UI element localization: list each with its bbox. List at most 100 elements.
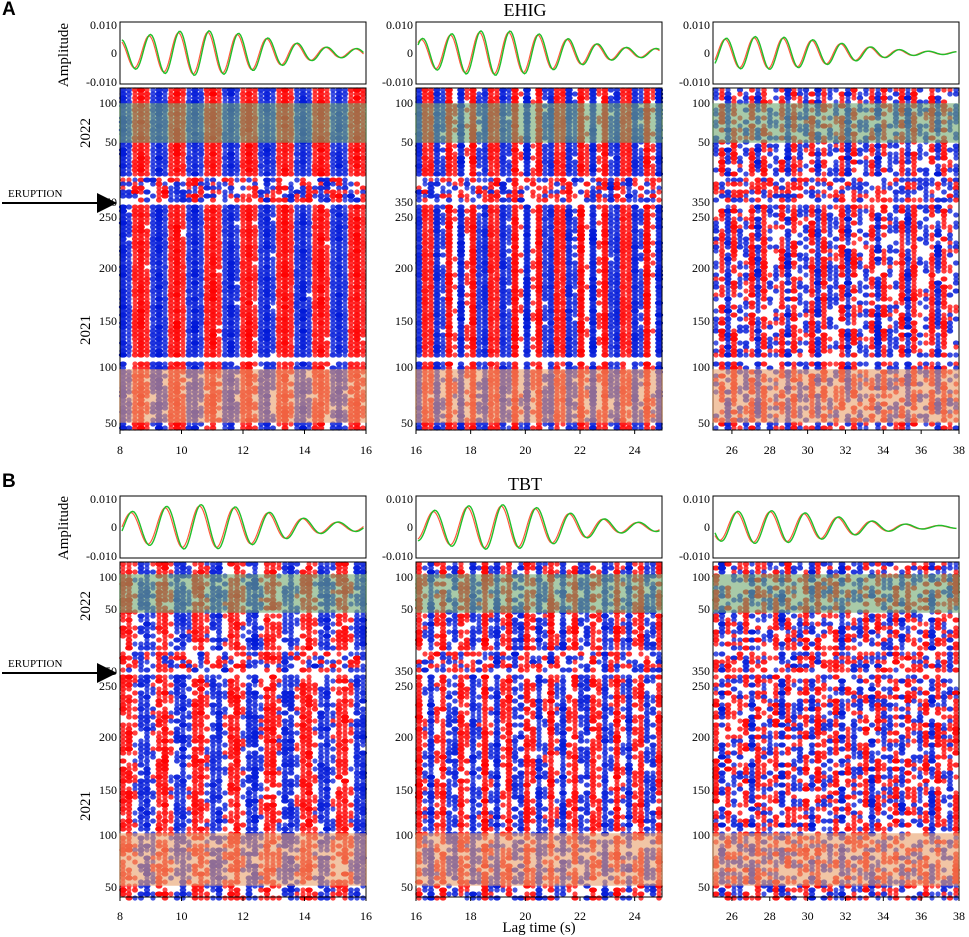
- trace-wiggle: [233, 143, 241, 149]
- trace-wiggle: [263, 189, 271, 195]
- trace-wiggle: [288, 181, 294, 187]
- trace-wiggle: [270, 171, 276, 177]
- trace-wiggle: [191, 163, 199, 169]
- trace-wiggle: [210, 181, 216, 187]
- trace-wiggle: [316, 147, 326, 153]
- trace-wiggle: [234, 155, 240, 161]
- trace-wiggle: [335, 216, 343, 222]
- trace-wiggle: [161, 87, 169, 93]
- trace-wiggle: [299, 208, 307, 214]
- trace-wiggle: [227, 143, 235, 149]
- trace-wiggle: [150, 91, 156, 97]
- trace-wiggle: [353, 91, 361, 97]
- trace-wiggle: [311, 163, 319, 169]
- trace-wiggle: [342, 193, 348, 199]
- trace-wiggle: [306, 216, 312, 222]
- day-tick-label: 200: [99, 261, 117, 275]
- trace-wiggle: [572, 193, 578, 199]
- trace-wiggle: [613, 185, 621, 191]
- trace-wiggle: [216, 91, 222, 97]
- trace-wiggle: [240, 95, 246, 101]
- trace-wiggle: [287, 193, 295, 199]
- trace-wiggle: [329, 193, 337, 199]
- trace-wiggle: [132, 177, 138, 183]
- trace-wiggle: [506, 280, 512, 286]
- trace-wiggle: [136, 87, 146, 93]
- trace-wiggle: [330, 87, 336, 93]
- trace-wiggle: [281, 87, 289, 93]
- trace-wiggle: [228, 181, 234, 187]
- trace-wiggle: [317, 159, 325, 165]
- amplitude-tick-label: 0.010: [386, 18, 413, 32]
- trace-wiggle: [251, 171, 259, 177]
- trace-wiggle: [335, 181, 343, 187]
- trace-wiggle: [191, 167, 199, 173]
- trace-wiggle: [341, 171, 349, 177]
- trace-wiggle: [216, 204, 222, 210]
- trace-wiggle: [317, 212, 325, 218]
- trace-wiggle: [132, 143, 138, 149]
- trace-wiggle: [252, 151, 258, 157]
- trace-wiggle: [126, 177, 132, 183]
- trace-wiggle: [427, 193, 435, 199]
- trace-wiggle: [494, 171, 500, 177]
- trace-wiggle: [186, 171, 192, 177]
- trace-wiggle: [162, 167, 168, 173]
- trace-wiggle: [221, 177, 229, 183]
- trace-wiggle: [276, 204, 282, 210]
- trace-wiggle: [306, 171, 312, 177]
- trace-wiggle: [275, 185, 283, 191]
- trace-wiggle: [233, 193, 241, 199]
- trace-wiggle: [565, 197, 573, 203]
- trace-wiggle: [150, 155, 156, 161]
- trace-wiggle: [150, 151, 156, 157]
- trace-wiggle: [329, 189, 337, 195]
- trace-wiggle: [299, 87, 307, 93]
- trace-wiggle: [185, 352, 193, 358]
- trace-wiggle: [518, 204, 524, 210]
- trace-wiggle: [234, 208, 240, 214]
- trace-wiggle: [288, 189, 294, 195]
- trace-wiggle: [245, 216, 253, 222]
- trace-wiggle: [342, 163, 348, 169]
- trace-wiggle: [162, 163, 168, 169]
- trace-wiggle: [258, 171, 264, 177]
- trace-wiggle: [352, 216, 362, 222]
- trace-wiggle: [643, 171, 651, 177]
- trace-wiggle: [288, 185, 294, 191]
- trace-wiggle: [168, 193, 174, 199]
- trace-wiggle: [191, 181, 199, 187]
- trace-wiggle: [198, 216, 204, 222]
- trace-wiggle: [263, 220, 271, 226]
- trace-wiggle: [168, 185, 174, 191]
- trace-wiggle: [136, 167, 146, 173]
- trace-wiggle: [180, 224, 186, 230]
- trace-wiggle: [204, 95, 210, 101]
- trace-wiggle: [191, 352, 199, 358]
- trace-wiggle: [186, 163, 192, 169]
- trace-wiggle: [203, 208, 211, 214]
- trace-wiggle: [252, 216, 258, 222]
- trace-wiggle: [476, 177, 482, 183]
- trace-wiggle: [173, 95, 181, 101]
- trace-wiggle: [293, 167, 301, 173]
- trace-wiggle: [572, 181, 578, 187]
- trace-wiggle: [180, 155, 186, 161]
- trace-wiggle: [222, 95, 228, 101]
- trace-wiggle: [584, 95, 590, 101]
- trace-wiggle: [173, 163, 181, 169]
- trace-wiggle: [276, 352, 282, 358]
- trace-wiggle: [335, 95, 343, 101]
- trace-wiggle: [216, 181, 222, 187]
- trace-wiggle: [305, 189, 313, 195]
- trace-wiggle: [239, 163, 247, 169]
- trace-wiggle: [306, 181, 312, 187]
- trace-wiggle: [323, 177, 331, 183]
- trace-wiggle: [348, 143, 354, 149]
- trace-wiggle: [464, 264, 470, 270]
- trace-wiggle: [173, 185, 181, 191]
- trace-wiggle: [162, 220, 168, 226]
- trace-wiggle: [143, 155, 151, 161]
- trace-wiggle: [281, 151, 289, 157]
- trace-wiggle: [347, 352, 355, 358]
